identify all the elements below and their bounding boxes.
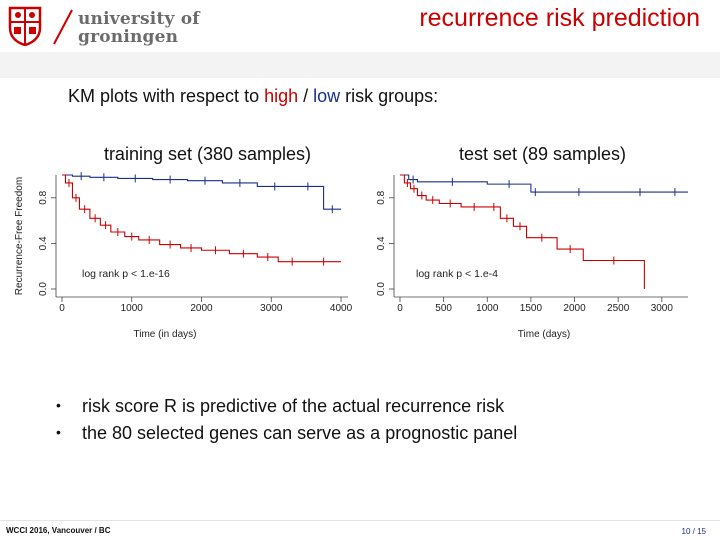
km-curve-low-risk [400, 174, 688, 193]
bullet-dot-icon: • [56, 424, 61, 440]
footer-divider [0, 520, 720, 521]
logo-divider-icon [53, 9, 73, 45]
x-tick-label: 4000 [330, 303, 353, 314]
university-crest-icon [8, 6, 42, 46]
x-tick-label: 2000 [190, 303, 213, 314]
training-km-plot: 0 1000 2000 3000 4000 0.0 0.4 0.8 Time (in days)… [14, 172, 353, 340]
bullet-dot-icon: • [56, 397, 61, 413]
test-plot-title: test set (89 samples) [458, 144, 627, 164]
footer-page-number: 10 / 15 [681, 527, 706, 536]
x-tick-label: 500 [435, 303, 452, 314]
x-tick-label: 3000 [260, 303, 283, 314]
slide-subtitle: KM plots with respect to high / low risk… [68, 86, 438, 107]
x-tick-label: 1000 [121, 303, 144, 314]
x-tick-label: 0 [59, 303, 65, 314]
logo-groningen-text: groningen [78, 27, 179, 47]
logrank-annotation: log rank p < 1.e-16 [82, 268, 170, 280]
logo-university-text: university of [78, 9, 200, 29]
footer-conference: WCCI 2016, Vancouver / BC [6, 526, 111, 535]
x-tick-label: 1500 [520, 303, 543, 314]
x-tick-label: 0 [397, 303, 403, 314]
x-tick-label: 1000 [476, 303, 499, 314]
x-axis-label: Time (days) [518, 329, 570, 340]
slide-header: university of groningen recurrence risk … [0, 0, 720, 52]
y-tick-label: 0.8 [38, 190, 49, 204]
slide-title: recurrence risk prediction [419, 4, 700, 32]
x-tick-label: 2000 [563, 303, 586, 314]
training-plot-title: training set (380 samples) [103, 144, 312, 164]
subtitle-prefix: KM plots with respect to [68, 86, 265, 106]
bullet-text: risk score R is predictive of the actual… [82, 396, 505, 416]
subtitle-low: low [313, 86, 341, 106]
km-curve-high-risk [62, 174, 342, 263]
y-tick-label: 0.0 [376, 282, 387, 296]
x-tick-label: 2500 [607, 303, 630, 314]
logrank-annotation: log rank p < 1.e-4 [416, 268, 498, 280]
y-tick-label: 0.4 [376, 236, 387, 250]
bullet-text: the 80 selected genes can serve as a pro… [82, 423, 518, 443]
x-tick-label: 3000 [651, 303, 674, 314]
y-tick-label: 0.8 [376, 190, 387, 204]
header-band [0, 52, 720, 78]
y-axis-label: Recurrence-Free Freedom [14, 177, 25, 295]
subtitle-high: high [264, 86, 299, 106]
subtitle-separator: / [298, 86, 314, 106]
x-axis-label: Time (in days) [134, 329, 197, 340]
subtitle-suffix: risk groups: [340, 86, 439, 106]
y-tick-label: 0.4 [38, 236, 49, 250]
test-km-plot: 0 500 1000 1500 2000 2500 3000 0.0 0.4 0.8 Time (d… [376, 174, 688, 340]
km-curve-low-risk [62, 174, 342, 210]
y-tick-label: 0.0 [38, 282, 49, 296]
